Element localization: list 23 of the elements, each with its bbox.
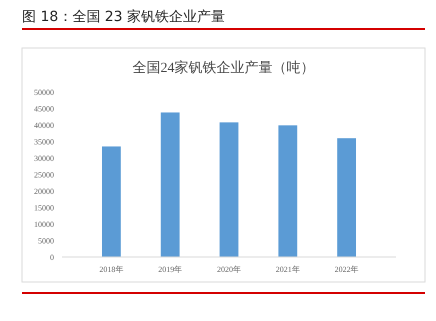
y-tick-label: 5000 — [38, 236, 54, 246]
x-tick-label: 2018年 — [99, 265, 124, 274]
bar — [102, 146, 121, 257]
chart-title: 图 18：全国 23 家钒铁企业产量 — [22, 9, 225, 25]
y-tick-label: 0 — [50, 252, 54, 262]
x-tick-label: 2020年 — [217, 265, 241, 274]
y-tick-label: 10000 — [34, 220, 54, 229]
x-tick-label: 2022年 — [334, 265, 359, 274]
x-tick-label: 2021年 — [276, 265, 300, 274]
bar — [278, 125, 298, 257]
bar — [220, 122, 238, 257]
y-tick-label: 50000 — [34, 88, 54, 97]
y-tick-label: 35000 — [34, 137, 54, 146]
x-tick-label: 2019年 — [158, 265, 182, 274]
y-tick-label: 15000 — [34, 203, 54, 212]
chart-subtitle: 全国24家钒铁企业产量（吨） — [132, 60, 314, 76]
bar — [160, 112, 180, 257]
y-tick-label: 20000 — [34, 186, 54, 196]
y-tick-label: 30000 — [34, 154, 54, 163]
y-tick-label: 25000 — [34, 170, 54, 180]
y-tick-label: 40000 — [34, 120, 54, 130]
bar — [337, 138, 356, 257]
y-tick-label: 45000 — [34, 104, 54, 114]
